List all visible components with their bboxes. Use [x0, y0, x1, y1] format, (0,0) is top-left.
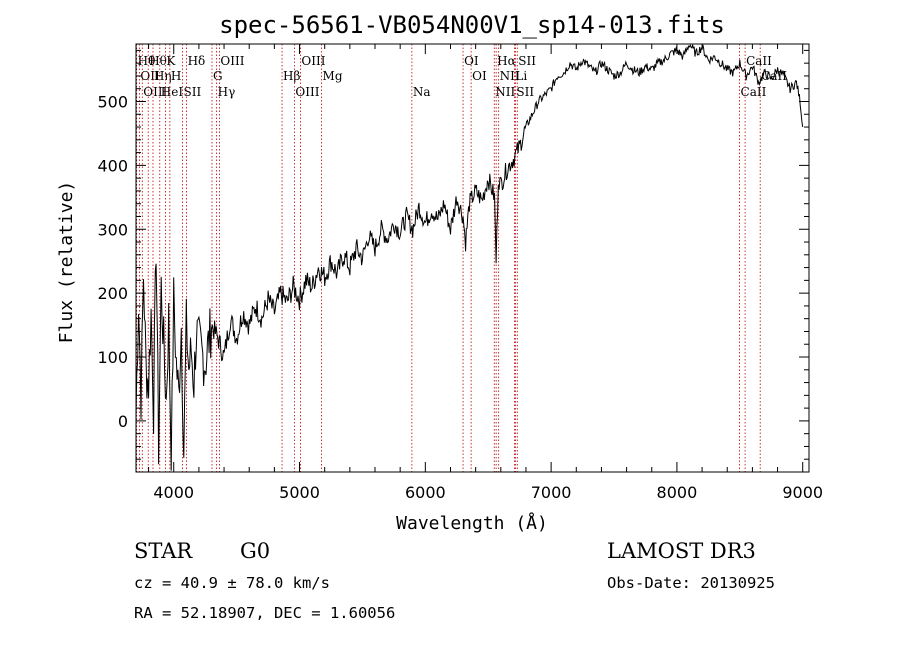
line-marker-label: OIII [143, 85, 167, 99]
chart-title: spec-56561-VB054N00V1_sp14-013.fits [219, 11, 725, 39]
y-tick-label: 300 [97, 220, 128, 239]
object-subclass: G0 [240, 539, 271, 563]
line-marker-label: SII [518, 54, 536, 68]
spectrum-line [135, 44, 804, 471]
line-marker-label: CaII [741, 85, 767, 99]
line-marker-label: NII [500, 69, 520, 83]
line-marker-label: Hθ [138, 54, 156, 68]
line-marker-label: NII [495, 85, 515, 99]
line-marker-label: Hα [497, 54, 516, 68]
obs-date: Obs-Date: 20130925 [607, 574, 775, 592]
y-axis: 0 100 200 300 400 500 [97, 49, 809, 460]
line-marker-label: CaII [746, 54, 772, 68]
x-axis: 4000 5000 6000 7000 8000 9000 [148, 44, 823, 502]
line-marker-label: OIII [301, 54, 325, 68]
line-marker-label: Li [515, 69, 527, 83]
y-tick-label: 100 [97, 348, 128, 367]
line-marker-label: Hη [154, 69, 172, 83]
line-markers: HθOIIOIIIHθHηHeIKHSIIHδGHγOIIIHβOIIIOIII… [136, 44, 787, 472]
object-class: STAR [134, 539, 193, 563]
line-marker-label: HeI [161, 85, 184, 99]
survey-name: LAMOST DR3 [607, 539, 756, 563]
line-marker-label: H [171, 69, 181, 83]
line-marker-label: OIII [220, 54, 244, 68]
line-marker-label: Hδ [188, 54, 206, 68]
x-tick-label: 5000 [279, 483, 320, 502]
x-tick-label: 7000 [531, 483, 572, 502]
x-tick-label: 6000 [405, 483, 446, 502]
x-tick-label: 8000 [657, 483, 698, 502]
y-axis-label: Flux (relative) [56, 181, 77, 344]
plot-frame [135, 43, 810, 473]
y-tick-label: 500 [97, 92, 128, 111]
y-tick-label: 200 [97, 284, 128, 303]
y-tick-label: 0 [118, 412, 128, 431]
line-marker-label: OI [464, 54, 479, 68]
x-tick-label: 9000 [782, 483, 823, 502]
line-marker-label: Na [413, 85, 431, 99]
line-marker-label: SII [516, 85, 534, 99]
line-marker-label: Hθ [149, 54, 167, 68]
line-marker-label: Hβ [283, 69, 300, 83]
x-tick-label: 4000 [153, 483, 194, 502]
line-marker-label: G [213, 69, 223, 83]
line-marker-label: OIII [295, 85, 319, 99]
line-marker-label: Hγ [218, 85, 236, 99]
line-marker-label: OI [472, 69, 487, 83]
line-marker-label: Mg [323, 69, 343, 83]
line-marker-label: SII [184, 85, 202, 99]
y-tick-label: 400 [97, 156, 128, 175]
redshift-text: cz = 40.9 ± 78.0 km/s [134, 574, 330, 592]
coordinates-text: RA = 52.18907, DEC = 1.60056 [134, 604, 396, 622]
spectrum-series [135, 44, 804, 471]
x-axis-label: Wavelength (Å) [396, 512, 548, 534]
line-marker-label: OII [140, 69, 160, 83]
line-marker-label: K [166, 54, 176, 68]
